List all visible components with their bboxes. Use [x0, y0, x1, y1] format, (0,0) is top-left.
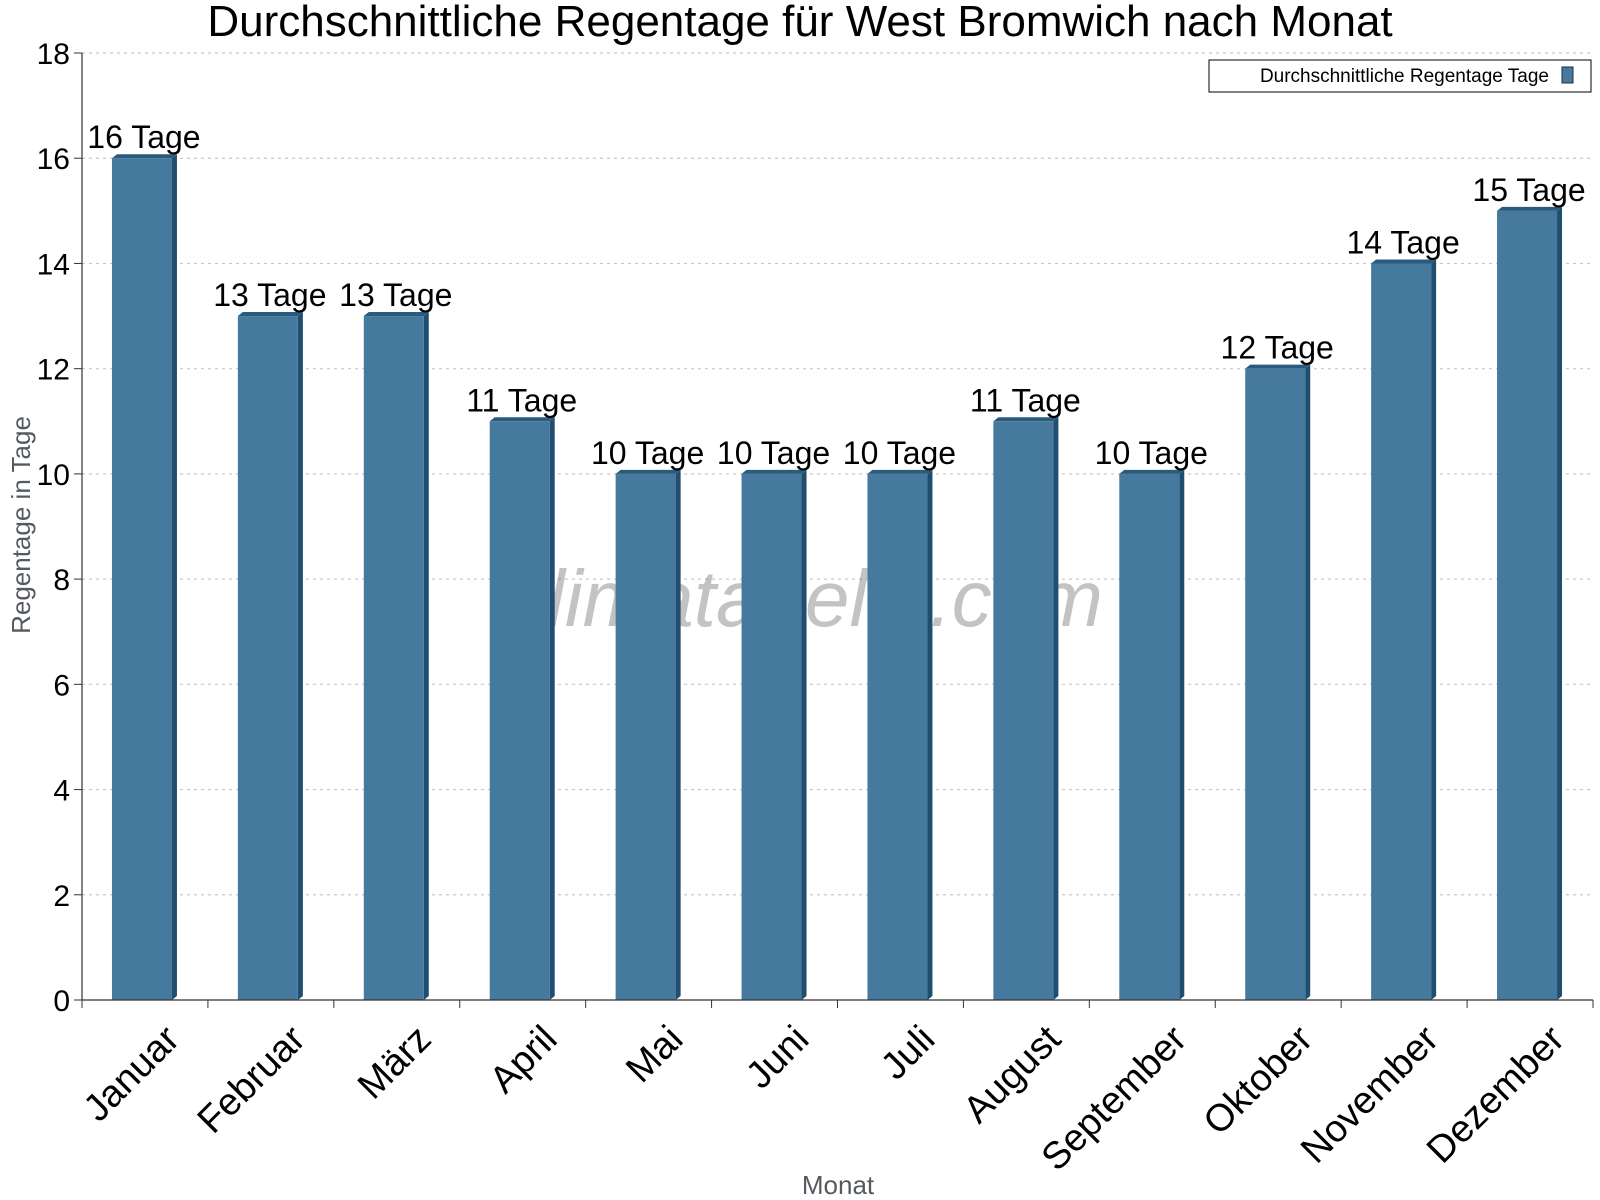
value-label: 13 Tage — [213, 277, 326, 313]
x-tick-label: April — [482, 1018, 565, 1101]
value-label: 10 Tage — [717, 435, 830, 471]
x-tick-label: Juli — [873, 1018, 943, 1088]
bar-side — [549, 417, 555, 1000]
bar-top — [741, 469, 807, 474]
bar-top — [867, 469, 933, 474]
value-labels: 16 Tage 13 Tage 13 Tage 11 Tage 10 Tage 10 Ta… — [87, 119, 1585, 471]
bar — [1119, 469, 1185, 1000]
x-tick-label: Mai — [618, 1018, 691, 1091]
bar — [741, 469, 807, 1000]
bar-front — [615, 473, 676, 1000]
bar — [615, 469, 681, 1000]
y-tick-label: 6 — [53, 669, 70, 702]
value-label: 13 Tage — [339, 277, 452, 313]
y-axis-title: Regentage in Tage — [6, 416, 36, 634]
value-label: 10 Tage — [843, 435, 956, 471]
bar — [1371, 259, 1437, 1000]
bar-front — [237, 316, 298, 1000]
y-tick-label: 16 — [37, 143, 70, 176]
y-tick-label: 18 — [37, 38, 70, 71]
bar-front — [867, 473, 928, 1000]
value-label: 14 Tage — [1346, 224, 1459, 260]
grid-lines — [82, 52, 1593, 896]
x-axis-ticks: Januar Februar März April Mai Juni Juli AugustS… — [76, 1000, 1594, 1179]
bar-top — [1371, 259, 1437, 264]
bar — [489, 417, 555, 1000]
bar-top — [1119, 469, 1185, 474]
bar-front — [741, 473, 802, 1000]
x-tick-label: August — [956, 1018, 1070, 1132]
bar — [237, 312, 303, 1000]
chart-title: Durchschnittliche Regentage für West Bro… — [207, 0, 1392, 46]
bar-side — [1179, 469, 1185, 1000]
legend: Durchschnittliche Regentage Tage — [1208, 59, 1592, 93]
bar-front — [1371, 263, 1432, 1000]
bar-side — [1557, 206, 1563, 1001]
y-tick-label: 8 — [53, 564, 70, 597]
x-tick-label: Dezember — [1419, 1018, 1573, 1172]
value-label: 11 Tage — [970, 382, 1081, 418]
bar-front — [1119, 473, 1180, 1000]
bar-side — [423, 312, 429, 1000]
bar-side — [801, 469, 807, 1000]
bar-side — [171, 154, 177, 1000]
bar-side — [297, 312, 303, 1000]
y-tick-label: 12 — [37, 354, 70, 387]
bars — [111, 154, 1563, 1001]
bar-side — [927, 469, 933, 1000]
bar-top — [993, 417, 1059, 422]
legend-box — [1208, 59, 1592, 93]
legend-swatch — [1561, 66, 1574, 84]
bar-top — [489, 417, 555, 422]
value-label: 16 Tage — [87, 119, 200, 155]
bar-side — [675, 469, 681, 1000]
y-tick-label: 2 — [53, 880, 70, 913]
value-label: 12 Tage — [1221, 330, 1334, 366]
bar-side — [1053, 417, 1059, 1000]
y-axis-ticks: 0 2 4 6 8 10 12 14 16 18 — [37, 38, 82, 1018]
bar-front — [993, 421, 1054, 1000]
bar-front — [489, 421, 550, 1000]
bar-front — [1245, 368, 1306, 1001]
bar-side — [1305, 364, 1311, 1001]
x-tick-label: Februar — [190, 1018, 314, 1142]
legend-label: Durchschnittliche Regentage Tage — [1260, 66, 1549, 87]
x-tick-label: Januar — [76, 1018, 188, 1130]
value-label: 15 Tage — [1472, 172, 1585, 208]
bar-top — [615, 469, 681, 474]
bar-top — [363, 312, 429, 317]
bar-front — [363, 316, 424, 1000]
bar — [993, 417, 1059, 1000]
value-label: 10 Tage — [1095, 435, 1208, 471]
y-tick-label: 0 — [53, 985, 70, 1018]
y-tick-label: 14 — [37, 248, 70, 281]
bar — [1497, 206, 1563, 1001]
y-tick-label: 4 — [53, 775, 70, 808]
x-axis-title: Monat — [802, 1170, 875, 1200]
bar-side — [1431, 259, 1437, 1000]
value-label: 11 Tage — [466, 382, 577, 418]
x-tick-label: März — [350, 1018, 439, 1107]
x-tick-label: Juni — [738, 1018, 817, 1097]
y-tick-label: 10 — [37, 459, 70, 492]
value-label: 10 Tage — [591, 435, 704, 471]
bar-front — [1497, 210, 1558, 1001]
bar-top — [237, 312, 303, 317]
bar-top — [111, 154, 177, 159]
bar-front — [111, 158, 172, 1000]
bar — [1245, 364, 1311, 1001]
x-tick-label: Oktober — [1196, 1018, 1322, 1144]
bar-top — [1245, 364, 1311, 369]
bar — [363, 312, 429, 1000]
x-tick-label: November — [1293, 1018, 1447, 1172]
bar — [111, 154, 177, 1000]
bar — [867, 469, 933, 1000]
axes — [81, 53, 1593, 1001]
bar-top — [1497, 206, 1563, 211]
